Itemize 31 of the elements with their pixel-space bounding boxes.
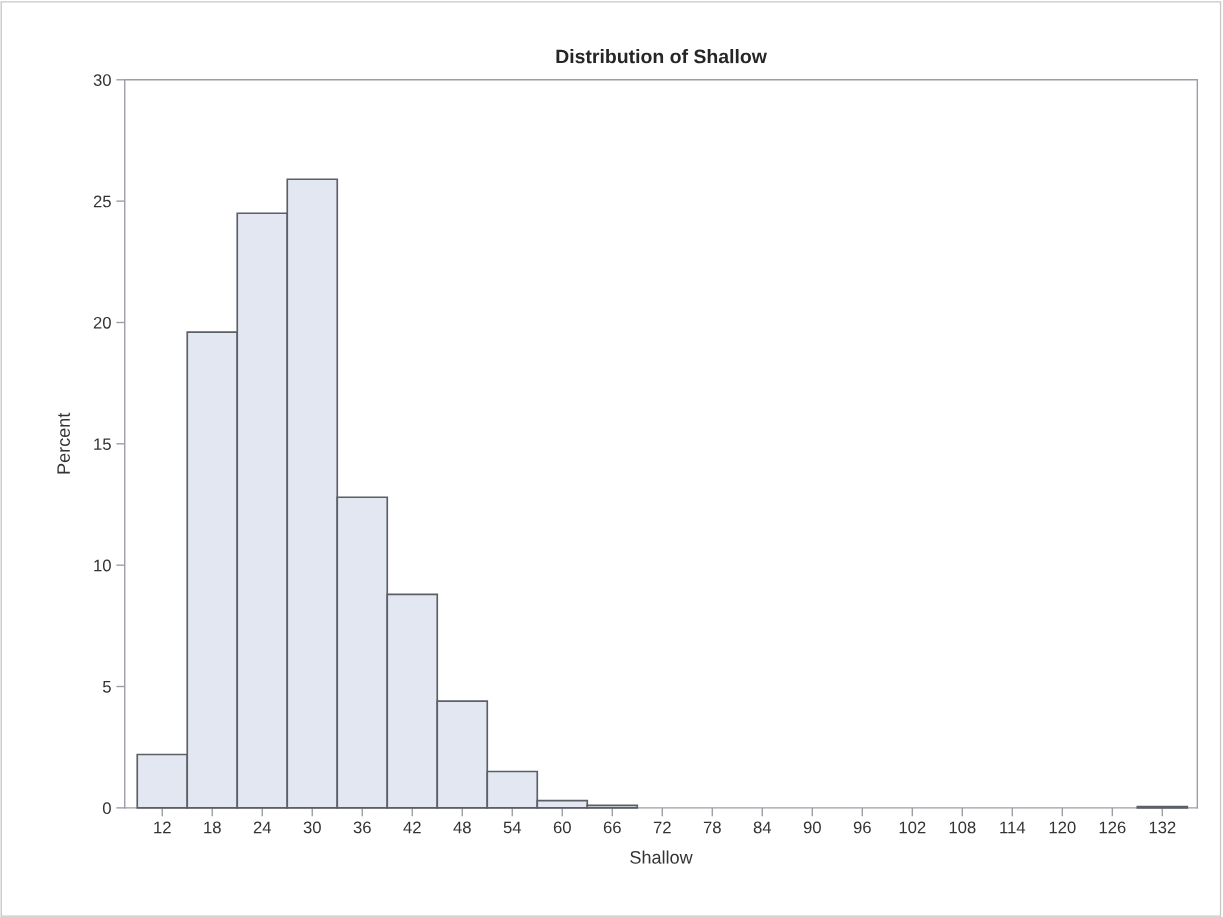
x-tick-label: 120 [1049,821,1076,834]
y-tick-label: 20 [93,316,111,329]
x-tick-label: 60 [553,821,571,834]
y-tick-label: 10 [94,559,111,572]
x-tick-label: 132 [1149,821,1176,834]
x-tick-label: 96 [853,821,871,834]
y-tick-label: 5 [102,681,111,693]
y-tick-label: 15 [94,438,111,451]
x-tick-label: 12 [154,821,171,834]
x-tick-label: 48 [453,821,471,834]
x-tick-label: 24 [253,821,272,834]
x-tick-label: 108 [949,821,976,834]
y-tick-label: 25 [93,195,111,208]
x-tick-label: 78 [703,821,721,834]
x-tick-label: 54 [503,821,522,834]
x-tick-label: 36 [353,821,371,834]
x-tick-label: 66 [603,821,621,834]
x-tick-label: 18 [204,821,221,834]
x-tick-label: 102 [899,821,926,834]
x-axis-title: Shallow [630,850,693,864]
x-tick-label: 90 [803,821,821,834]
y-tick-label: 30 [93,74,111,86]
y-axis-title: Percent [57,412,70,474]
x-tick-label: 126 [1099,821,1126,834]
x-tick-label: 30 [303,821,321,834]
y-tick-label: 0 [102,802,111,815]
chart-title: Distribution of Shallow [556,49,767,64]
x-tick-label: 72 [653,821,671,834]
x-tick-label: 42 [403,821,421,834]
x-tick-label: 114 [1000,821,1026,834]
x-tick-label: 84 [753,821,772,834]
